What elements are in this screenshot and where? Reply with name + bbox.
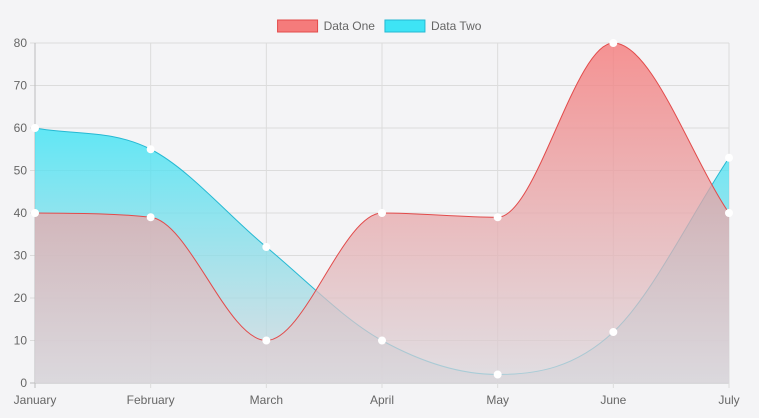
legend-swatch-data-one [277, 19, 319, 33]
x-tick-label: June [600, 393, 626, 407]
legend-item-data-two[interactable]: Data Two [384, 19, 482, 33]
y-tick-label: 80 [14, 36, 28, 50]
legend-label-data-one: Data One [324, 19, 376, 33]
x-tick-label: March [250, 393, 283, 407]
y-tick-label: 50 [14, 164, 28, 178]
data-point-data-one[interactable] [146, 213, 155, 222]
y-tick-label: 30 [14, 249, 28, 263]
legend-item-data-one[interactable]: Data One [277, 19, 376, 33]
data-point-data-two[interactable] [493, 370, 502, 379]
x-tick-label: July [718, 393, 739, 407]
data-point-data-one[interactable] [378, 209, 386, 217]
data-point-data-two[interactable] [609, 328, 618, 336]
data-point-data-two[interactable] [31, 124, 39, 132]
legend-swatch-data-two [384, 19, 426, 33]
data-point-data-one[interactable] [493, 213, 502, 222]
data-point-data-one[interactable] [31, 209, 39, 217]
y-tick-label: 0 [20, 376, 27, 390]
legend: Data One Data Two [277, 19, 482, 33]
x-tick-label: April [370, 393, 394, 407]
axes: 0 10 20 30 40 50 60 70 80 January February March Apr… [14, 36, 740, 407]
y-tick-label: 20 [14, 291, 28, 305]
data-point-data-one[interactable] [725, 209, 733, 217]
data-point-data-two[interactable] [146, 145, 155, 154]
data-point-data-two[interactable] [378, 336, 386, 345]
data-point-data-two[interactable] [725, 153, 733, 162]
y-tick-label: 40 [14, 206, 28, 220]
data-point-data-one[interactable] [262, 336, 271, 345]
x-tick-label: January [14, 393, 57, 407]
data-point-data-one[interactable] [609, 39, 618, 47]
x-tick-label: February [127, 393, 175, 407]
x-tick-label: May [486, 393, 509, 407]
y-tick-label: 10 [14, 334, 28, 348]
data-point-data-two[interactable] [262, 243, 271, 251]
legend-label-data-two: Data Two [431, 19, 482, 33]
y-tick-label: 60 [14, 121, 28, 135]
data-points [31, 39, 733, 379]
y-tick-label: 70 [14, 79, 28, 93]
